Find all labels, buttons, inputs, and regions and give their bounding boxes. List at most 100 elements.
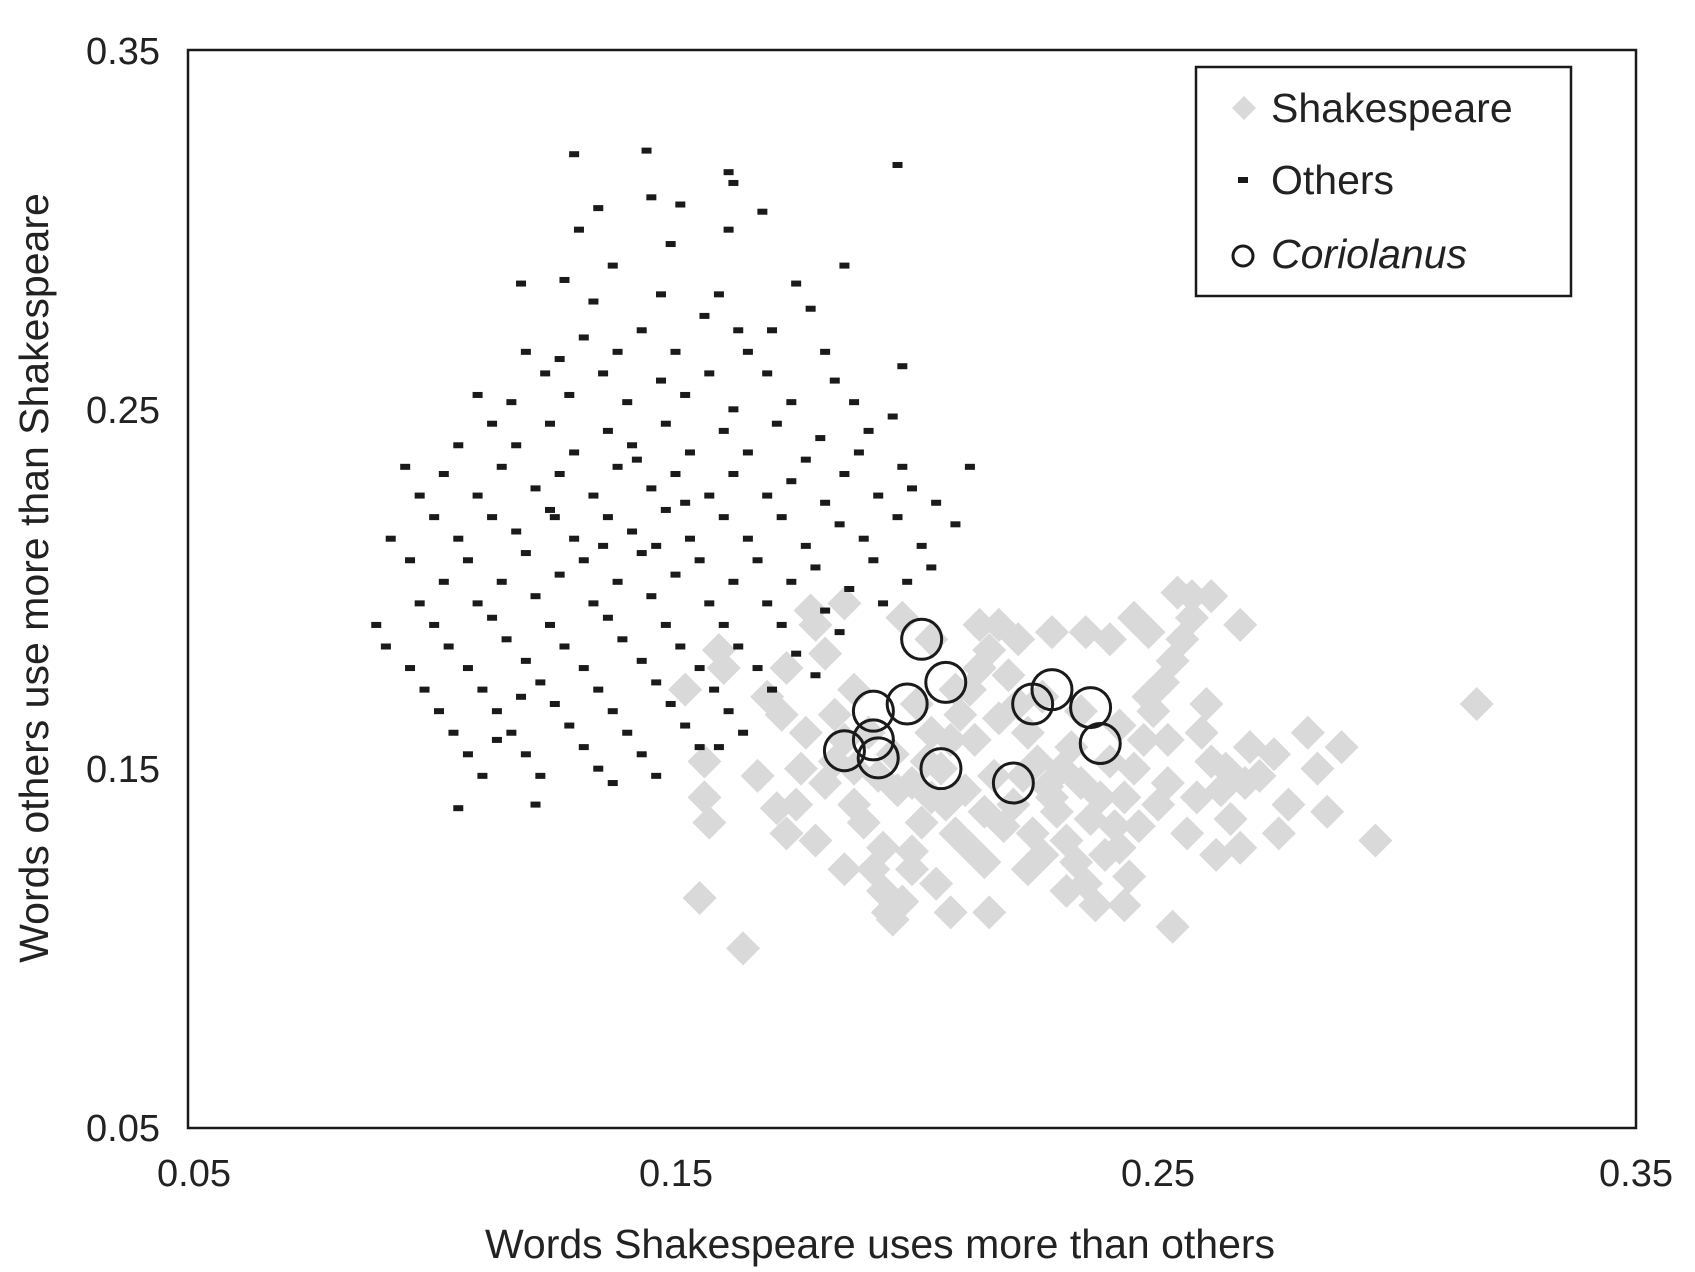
others-point [607, 708, 618, 715]
others-point [612, 578, 623, 585]
shakespeare-point [1025, 679, 1060, 714]
others-point [810, 672, 821, 679]
others-point [414, 492, 425, 499]
shakespeare-point [668, 672, 703, 707]
others-point [723, 708, 734, 715]
shakespeare-point [1131, 679, 1166, 714]
others-point [477, 772, 488, 779]
others-point [520, 751, 531, 758]
others-point [496, 463, 507, 470]
y-tick-label-1: 0.15 [86, 749, 160, 791]
others-point [853, 449, 864, 456]
others-point [462, 665, 473, 672]
legend-marker-shakespeare [1232, 96, 1256, 120]
others-point [694, 744, 705, 751]
others-point [863, 427, 874, 434]
x-axis-title: Words Shakespeare uses more than others [485, 1221, 1275, 1267]
shakespeare-point [1257, 737, 1291, 772]
shakespeare-point [967, 794, 1002, 829]
others-point [487, 420, 498, 427]
shakespeare-point [769, 651, 804, 686]
others-point [520, 550, 531, 557]
others-point [602, 614, 613, 621]
others-point [646, 593, 657, 600]
shakespeare-point [895, 834, 929, 869]
shakespeare-point [687, 780, 722, 815]
y-tick-label-2: 0.25 [86, 390, 160, 432]
shakespeare-point [1223, 607, 1258, 642]
shakespeare-point [1184, 715, 1219, 750]
others-point [660, 506, 671, 513]
shakespeare-point [1271, 787, 1306, 822]
shakespeare-point [793, 593, 828, 628]
others-point [593, 205, 604, 212]
others-point [786, 399, 797, 406]
others-point [834, 629, 845, 636]
others-point [617, 636, 628, 643]
others-point [598, 542, 609, 549]
shakespeare-point [885, 600, 920, 635]
others-point [728, 179, 739, 186]
y-axis-title: Words others use more than Shakespeare [11, 193, 57, 963]
others-point [665, 700, 676, 707]
shakespeare-point [682, 881, 717, 916]
shakespeare-point [764, 697, 799, 732]
others-point [554, 356, 565, 363]
others-point [878, 600, 889, 607]
shakespeare-point [1117, 600, 1152, 635]
others-point [834, 521, 845, 528]
shakespeare-point [1121, 809, 1156, 844]
legend-box [1194, 65, 1573, 298]
others-point [800, 456, 811, 463]
shakespeare-point [1290, 715, 1325, 750]
coriolanus-point [900, 617, 944, 661]
shakespeare-point [1006, 758, 1041, 793]
others-point [636, 327, 647, 334]
others-point [670, 471, 681, 478]
shakespeare-point [1459, 686, 1494, 721]
others-point [684, 449, 695, 456]
shakespeare-point [726, 931, 761, 966]
x-tick-label-1: 0.15 [639, 1153, 713, 1195]
shakespeare-point [981, 701, 1016, 736]
others-point [511, 442, 522, 449]
others-point [477, 686, 488, 693]
others-point [530, 801, 541, 808]
others-point [858, 535, 869, 542]
others-point [545, 420, 555, 427]
others-point [472, 391, 483, 398]
shakespeare-point [846, 805, 881, 840]
shakespeare-point [1107, 888, 1142, 923]
others-point [631, 456, 642, 463]
others-point [371, 621, 382, 628]
others-point [791, 280, 802, 287]
others-point [656, 291, 667, 298]
others-point [636, 751, 647, 758]
shakespeare-point [1107, 780, 1142, 815]
others-point [491, 708, 502, 715]
others-point [491, 736, 502, 743]
others-point [776, 621, 787, 628]
shakespeare-point [991, 658, 1026, 693]
shakespeare-point [1213, 801, 1248, 836]
others-point [545, 506, 555, 513]
others-point [511, 528, 522, 535]
others-point [718, 514, 729, 521]
others-point [487, 614, 498, 621]
others-point [612, 348, 623, 355]
others-point [651, 679, 662, 686]
shakespeare-point [1049, 873, 1084, 908]
others-point [433, 708, 444, 715]
others-point [964, 463, 975, 470]
shakespeare-point [938, 672, 973, 707]
shakespeare-point [875, 737, 910, 772]
others-point [400, 463, 411, 470]
others-point [622, 399, 633, 406]
others-point [651, 772, 662, 779]
others-point [680, 391, 691, 398]
others-point [612, 463, 623, 470]
others-point [675, 201, 686, 208]
shakespeare-point [1034, 780, 1069, 815]
legend: Shakespeare Others Coriolanus [1194, 65, 1573, 298]
shakespeare-point [1010, 852, 1045, 887]
